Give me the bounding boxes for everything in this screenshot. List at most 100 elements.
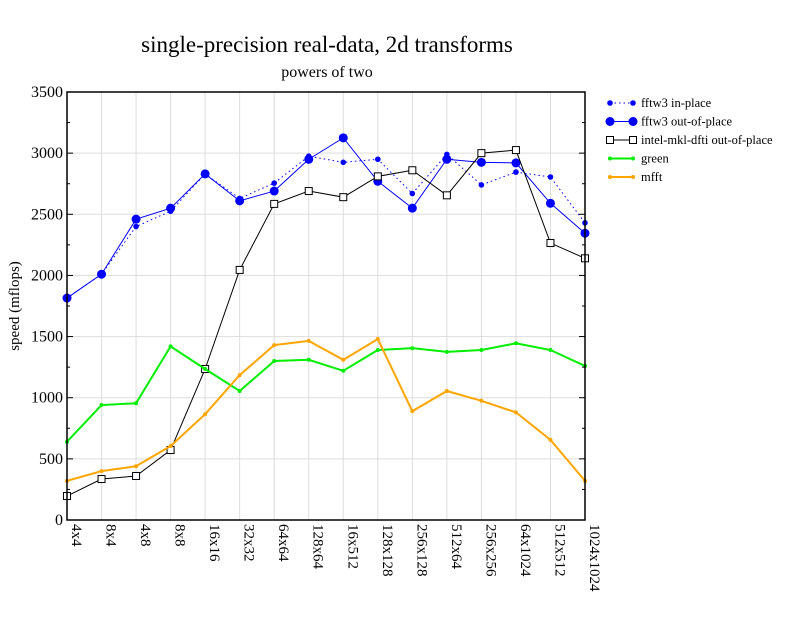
x-tick-label: 32x32 [241, 524, 257, 562]
data-point [166, 203, 176, 213]
x-tick-label: 16x16 [206, 524, 222, 562]
data-point [607, 100, 613, 106]
x-tick-label: 512x64 [448, 524, 464, 570]
data-point [168, 344, 173, 349]
data-point [479, 398, 484, 403]
data-point [442, 154, 452, 164]
legend-item: green [608, 152, 670, 166]
data-point [375, 156, 381, 163]
data-point [168, 444, 173, 449]
data-point [203, 412, 208, 417]
data-point [606, 136, 614, 144]
data-point [132, 471, 141, 480]
data-point [97, 269, 107, 279]
y-tick-label: 2000 [31, 267, 63, 284]
series-line [66, 153, 586, 299]
data-point [271, 180, 278, 186]
plot-frame [66, 91, 586, 521]
series-fftw3-in-place [64, 151, 588, 301]
data-point [134, 401, 139, 406]
data-point [131, 214, 141, 224]
data-point [511, 158, 521, 168]
series-intel-mkl-dfti-out-of-place [63, 146, 589, 501]
data-point [605, 117, 615, 126]
series-mfft [65, 337, 587, 483]
data-point [235, 265, 244, 274]
legend-label: mfft [641, 170, 663, 184]
data-point [97, 475, 106, 484]
legend-label: fftw3 out-of-place [641, 115, 733, 129]
data-point [513, 169, 519, 175]
series-green [65, 341, 587, 444]
data-point [547, 174, 554, 180]
y-tick-label: 500 [39, 451, 63, 468]
data-point [99, 403, 104, 408]
x-tick-label: 256x128 [413, 524, 429, 577]
legend-item: fftw3 in-place [607, 96, 712, 110]
data-point [338, 133, 348, 143]
data-point [272, 343, 277, 348]
series-line [66, 137, 586, 299]
x-tick-label: 256x256 [482, 524, 498, 577]
data-point [373, 172, 382, 181]
x-tick-label: 128x64 [310, 524, 326, 570]
data-point [408, 166, 417, 175]
data-point [306, 357, 311, 362]
legend-item: mfft [608, 170, 663, 184]
data-point [99, 469, 104, 474]
data-point [608, 175, 612, 179]
data-point [511, 146, 520, 155]
data-point [203, 366, 208, 371]
data-point [235, 196, 245, 206]
legend-item: fftw3 out-of-place [605, 115, 733, 129]
x-tick-label: 8x8 [172, 524, 188, 547]
data-point [631, 175, 635, 179]
y-tick-label: 1000 [31, 390, 63, 407]
x-tick-label: 16x512 [344, 524, 360, 569]
data-point [133, 223, 139, 230]
data-point [200, 169, 210, 179]
data-point [341, 357, 346, 362]
data-point [237, 388, 242, 393]
data-point [513, 341, 518, 346]
data-point [410, 409, 415, 414]
data-point [444, 388, 449, 393]
legend-label: fftw3 in-place [641, 96, 712, 110]
data-point [608, 156, 612, 161]
x-tick-label: 128x128 [379, 524, 395, 577]
x-tick-label: 1024x1024 [586, 524, 602, 592]
series-line [66, 149, 586, 497]
legend-label: intel-mkl-dfti out-of-place [641, 133, 773, 147]
data-point [546, 239, 555, 248]
data-point [375, 348, 380, 353]
data-point [409, 190, 416, 197]
data-point [476, 157, 486, 167]
chart-title: single-precision real-data, 2d transform… [141, 32, 513, 57]
data-point [548, 348, 553, 353]
x-tick-label: 512x512 [551, 524, 567, 577]
data-point [340, 159, 347, 166]
x-tick-label: 4x8 [137, 524, 153, 547]
data-point [410, 346, 415, 351]
x-tick-label: 4x4 [68, 524, 84, 547]
data-point [375, 337, 380, 342]
chart-subtitle: powers of two [281, 64, 373, 81]
data-point [478, 182, 485, 188]
x-tick-label: 64x64 [275, 524, 291, 562]
data-point [272, 359, 277, 364]
y-tick-label: 1500 [31, 329, 63, 346]
y-tick-label: 3500 [31, 84, 63, 101]
legend-item: intel-mkl-dfti out-of-place [606, 133, 773, 147]
data-point [442, 191, 451, 200]
data-point [513, 410, 518, 415]
series-line [66, 337, 586, 482]
data-point [339, 193, 348, 202]
data-point [237, 373, 242, 378]
x-tick-label: 64x1024 [517, 524, 533, 577]
data-point [477, 149, 486, 158]
data-point [304, 154, 314, 164]
data-point [629, 136, 637, 144]
data-point [306, 338, 311, 343]
